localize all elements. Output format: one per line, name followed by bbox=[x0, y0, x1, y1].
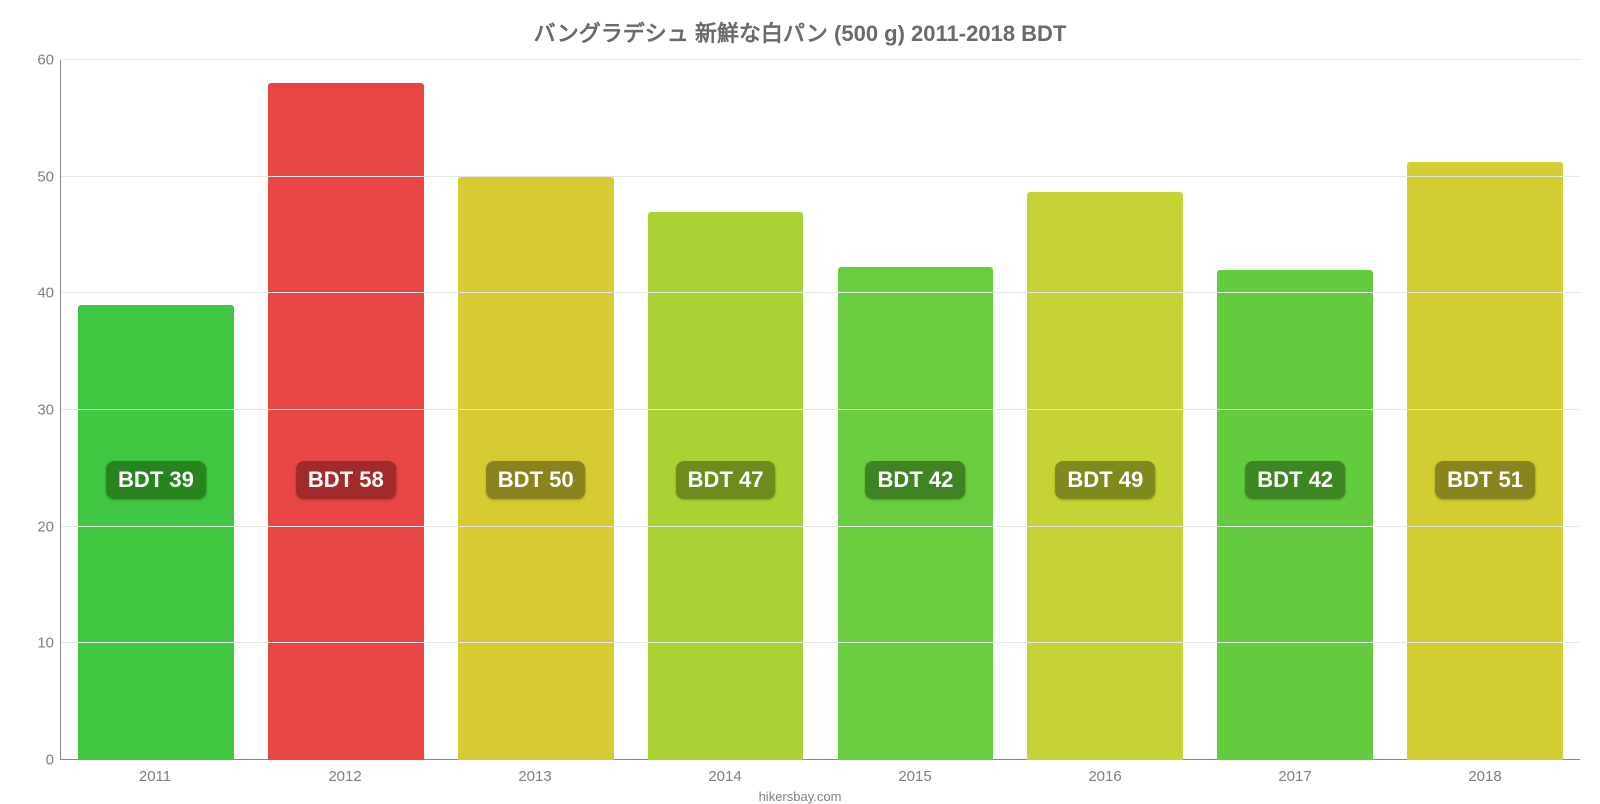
bar-slot: BDT 42 bbox=[1200, 60, 1390, 760]
bar-value-label: BDT 49 bbox=[1055, 461, 1155, 499]
bar bbox=[268, 83, 424, 760]
x-axis: 20112012201320142015201620172018 bbox=[60, 760, 1580, 785]
y-tick: 20 bbox=[37, 518, 54, 535]
x-tick: 2015 bbox=[820, 760, 1010, 785]
grid-line bbox=[61, 59, 1580, 60]
bar-value-label: BDT 42 bbox=[1245, 461, 1345, 499]
y-tick: 50 bbox=[37, 168, 54, 185]
x-tick: 2011 bbox=[60, 760, 250, 785]
grid-line bbox=[61, 176, 1580, 177]
x-tick: 2017 bbox=[1200, 760, 1390, 785]
x-tick: 2014 bbox=[630, 760, 820, 785]
source-text: hikersbay.com bbox=[20, 785, 1580, 804]
bar-value-label: BDT 42 bbox=[866, 461, 966, 499]
x-tick: 2018 bbox=[1390, 760, 1580, 785]
y-axis: 0102030405060 bbox=[20, 60, 60, 760]
bar-slot: BDT 51 bbox=[1390, 60, 1580, 760]
bar-value-label: BDT 58 bbox=[296, 461, 396, 499]
x-tick: 2012 bbox=[250, 760, 440, 785]
bar-slot: BDT 47 bbox=[631, 60, 821, 760]
y-tick: 10 bbox=[37, 635, 54, 652]
bar bbox=[838, 267, 994, 761]
y-tick: 40 bbox=[37, 285, 54, 302]
chart-title: バングラデシュ 新鮮な白パン (500 g) 2011-2018 BDT bbox=[20, 10, 1580, 60]
bars-container: BDT 39 BDT 58 BDT 50 BDT 47 BDT 42 BDT 49 BDT … bbox=[61, 60, 1580, 760]
bar-slot: BDT 50 bbox=[441, 60, 631, 760]
y-tick: 30 bbox=[37, 402, 54, 419]
x-tick: 2013 bbox=[440, 760, 630, 785]
bar-value-label: BDT 47 bbox=[676, 461, 776, 499]
bar bbox=[78, 305, 234, 760]
bar-chart: バングラデシュ 新鮮な白パン (500 g) 2011-2018 BDT 0 10… bbox=[0, 0, 1600, 800]
grid-line bbox=[61, 642, 1580, 643]
bar-value-label: BDT 51 bbox=[1435, 461, 1535, 499]
x-tick: 2016 bbox=[1010, 760, 1200, 785]
bar-slot: BDT 58 bbox=[251, 60, 441, 760]
bar-slot: BDT 49 bbox=[1010, 60, 1200, 760]
y-tick: 0 bbox=[46, 752, 54, 769]
grid-line bbox=[61, 409, 1580, 410]
plot-area: 0102030405060 BDT 39BDT 58BDT 50BDT 47BD… bbox=[20, 60, 1580, 760]
y-tick: 60 bbox=[37, 52, 54, 69]
bar-slot: BDT 42 bbox=[821, 60, 1011, 760]
bar-slot: BDT 39 bbox=[61, 60, 251, 760]
bar-value-label: BDT 50 bbox=[486, 461, 586, 499]
grid-line bbox=[61, 526, 1580, 527]
bar-value-label: BDT 39 bbox=[106, 461, 206, 499]
bar bbox=[1217, 270, 1373, 760]
plot: BDT 39 BDT 58 BDT 50 BDT 47 BDT 42 BDT 49 BDT … bbox=[60, 60, 1580, 760]
grid-line bbox=[61, 292, 1580, 293]
